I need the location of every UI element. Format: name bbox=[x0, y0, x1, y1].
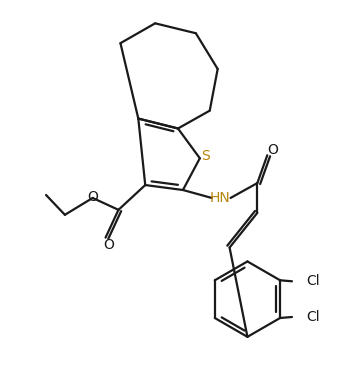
Text: O: O bbox=[87, 190, 98, 204]
Text: O: O bbox=[103, 238, 114, 251]
Text: HN: HN bbox=[209, 191, 230, 205]
Text: S: S bbox=[202, 149, 210, 163]
Text: Cl: Cl bbox=[306, 310, 319, 324]
Text: O: O bbox=[267, 143, 278, 157]
Text: Cl: Cl bbox=[306, 274, 319, 288]
